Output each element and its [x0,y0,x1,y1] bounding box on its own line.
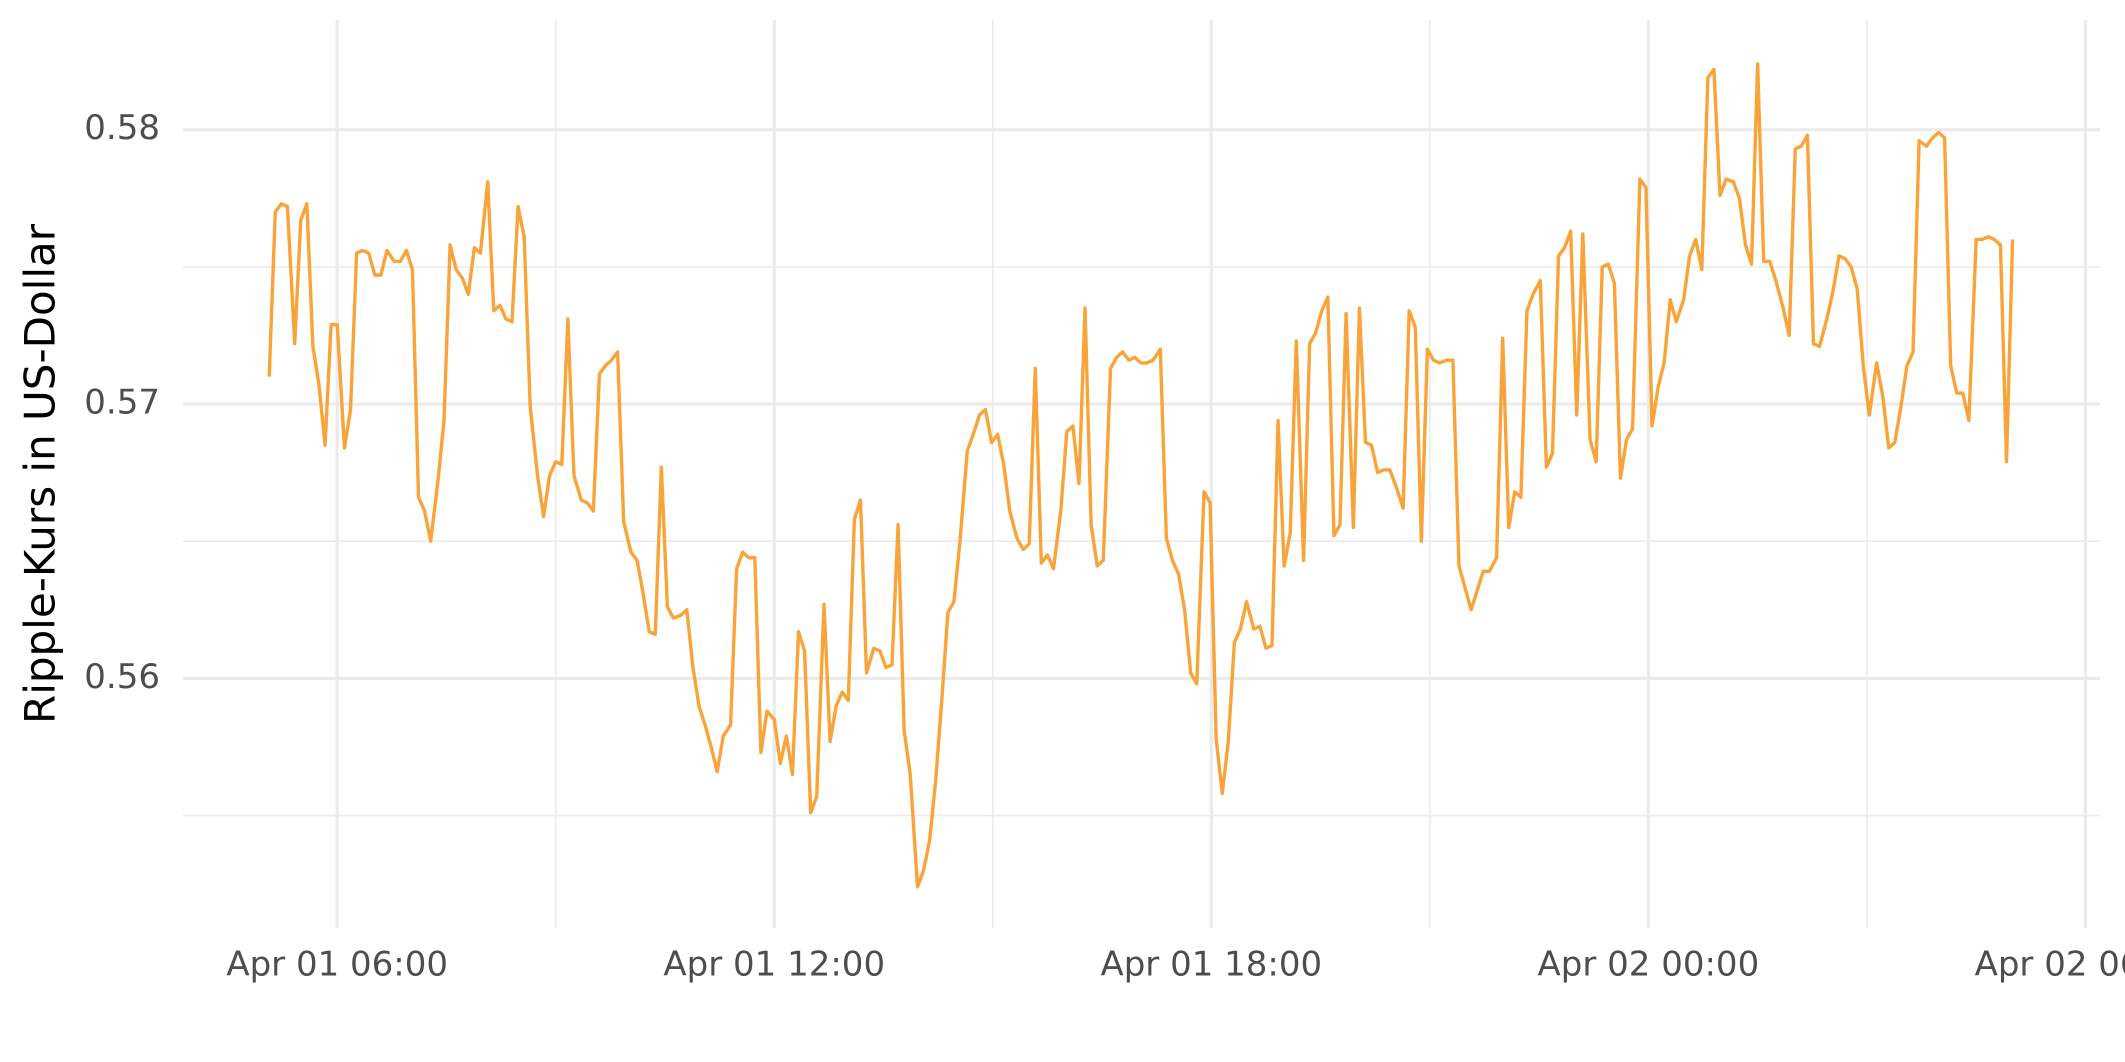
x-tick-label: Apr 01 06:00 [226,945,448,985]
labels: 0.56 0.57 0.58 Apr 01 06:00 Apr 01 12:00 Apr … [84,108,2125,984]
x-tick-label: Apr 01 12:00 [663,945,885,985]
grid [183,20,2100,928]
x-tick-label: Apr 02 00:00 [1538,945,1760,985]
x-tick-label: Apr 02 06:00 [1975,945,2125,985]
y-axis-title: Ripple-Kurs in US-Dollar [16,223,65,724]
marks [267,62,2015,889]
x-tick-label: Apr 01 18:00 [1100,945,1322,985]
y-tick-label: 0.57 [84,383,160,423]
y-tick-label: 0.58 [84,108,160,148]
y-tick-label: 0.56 [84,657,160,697]
price-line [267,62,2015,889]
